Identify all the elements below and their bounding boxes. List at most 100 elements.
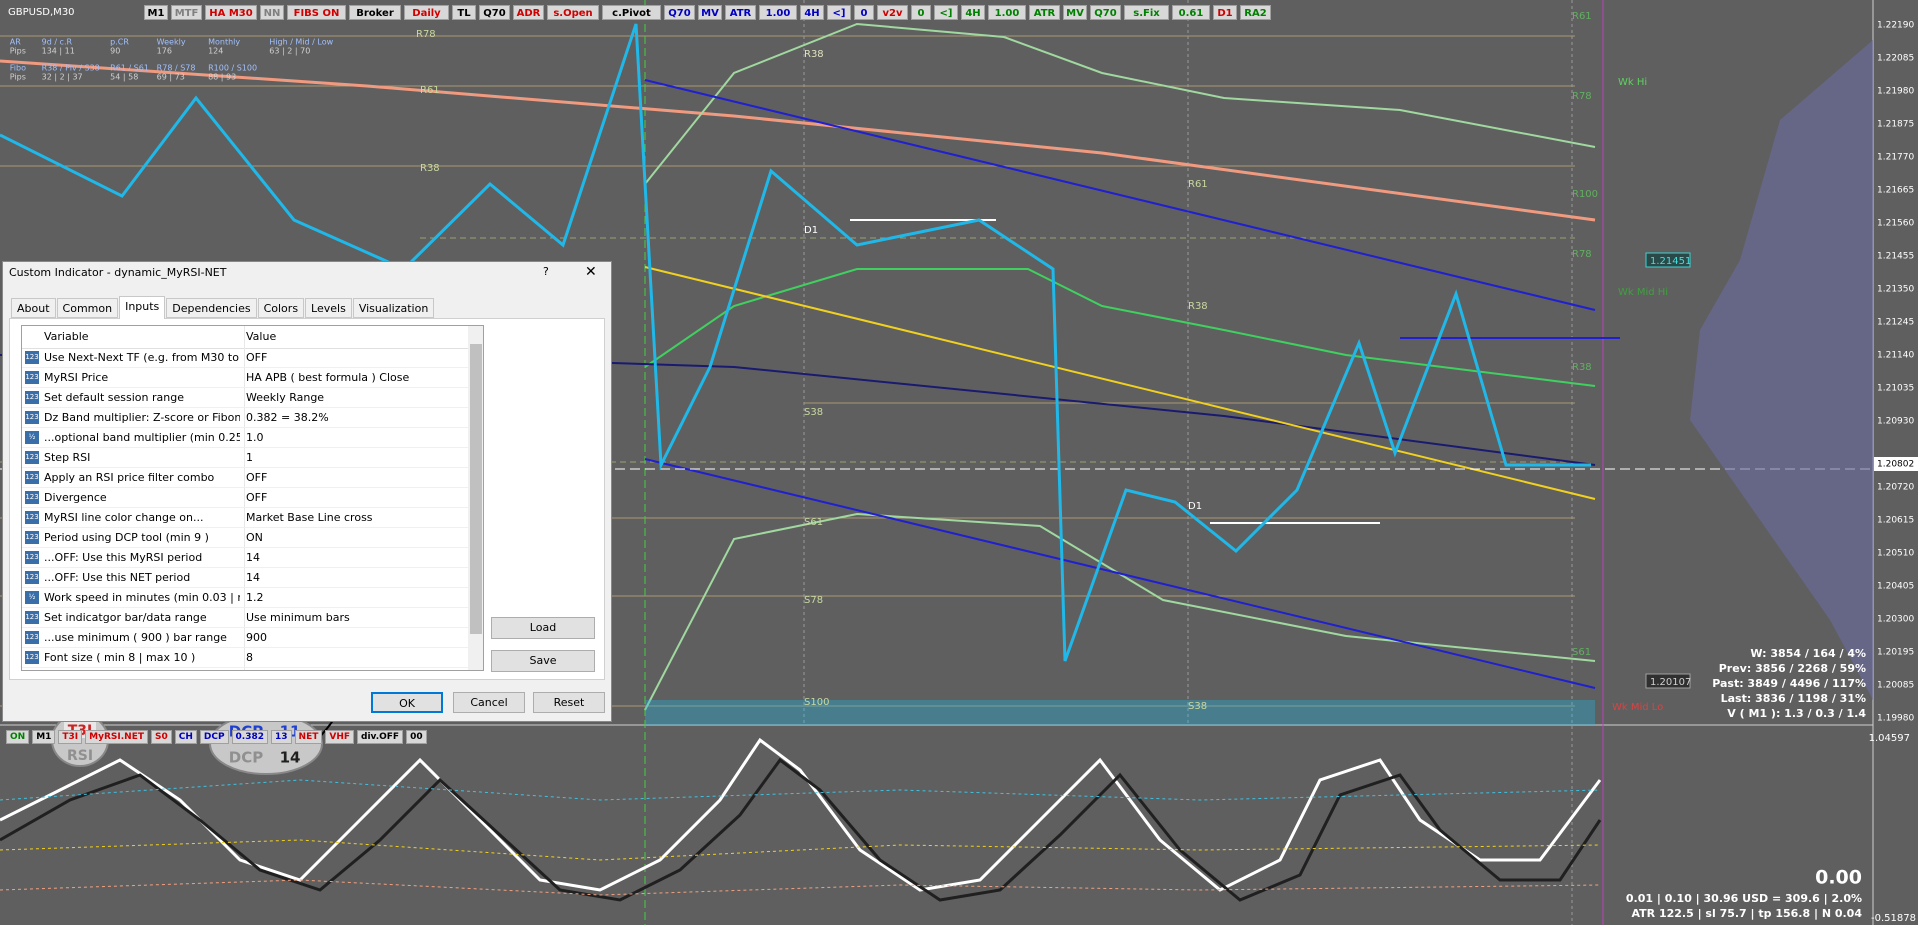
close-button[interactable]: ✕ bbox=[585, 264, 597, 280]
ok-button[interactable]: OK bbox=[371, 692, 443, 713]
toolbar-button[interactable]: RA2 bbox=[1240, 5, 1271, 20]
toolbar-button[interactable]: ATR bbox=[725, 5, 756, 20]
cancel-button[interactable]: Cancel bbox=[453, 692, 525, 713]
input-row[interactable]: 123 ...OFF: Use this NET period 14 bbox=[22, 568, 468, 588]
input-row[interactable]: 123 ...use minimum ( 900 ) bar range 900 bbox=[22, 628, 468, 648]
indicator-button[interactable]: 13 bbox=[271, 730, 292, 744]
toolbar-button[interactable]: 4H bbox=[961, 5, 985, 20]
price-label: 1.21770 bbox=[1877, 153, 1914, 163]
indicator-button[interactable]: ON bbox=[6, 730, 30, 744]
help-button[interactable]: ? bbox=[543, 265, 549, 278]
toolbar-button[interactable]: ADR bbox=[513, 5, 544, 20]
input-row[interactable]: 123 Dz Band multiplier: Z-score or Fibona… bbox=[22, 408, 468, 428]
info-text: High / Mid / Low bbox=[269, 38, 333, 47]
tab[interactable]: Inputs bbox=[119, 296, 166, 319]
level-label: S100 bbox=[804, 697, 829, 708]
level-label: S38 bbox=[804, 407, 823, 418]
toolbar-button[interactable]: TL bbox=[452, 5, 476, 20]
info-text: AR bbox=[10, 38, 21, 47]
tab[interactable]: Dependencies bbox=[166, 298, 257, 318]
indicator-button[interactable]: S0 bbox=[150, 730, 172, 744]
toolbar-button[interactable]: M1 bbox=[144, 5, 168, 20]
toolbar-button[interactable]: Broker bbox=[349, 5, 401, 20]
toolbar-button[interactable]: MTF bbox=[171, 5, 202, 20]
tab[interactable]: Common bbox=[56, 298, 119, 318]
column-header: Variable bbox=[44, 330, 89, 343]
level-label: R78 bbox=[1572, 249, 1592, 260]
info-text: R61 / S61 bbox=[110, 64, 149, 73]
info-text: Pips bbox=[10, 47, 26, 56]
input-row[interactable]: 123 Step RSI 1 bbox=[22, 448, 468, 468]
badge-text: DCP bbox=[229, 749, 263, 767]
toolbar-button[interactable]: c.Pivot bbox=[602, 5, 661, 20]
load-button[interactable]: Load bbox=[491, 617, 595, 639]
moving-average bbox=[0, 59, 1596, 222]
toolbar-button[interactable]: NN bbox=[260, 5, 284, 20]
toolbar-button[interactable]: Daily bbox=[404, 5, 449, 20]
input-row[interactable]: 123 Set indicatgor bar/data range Use mini… bbox=[22, 608, 468, 628]
indicator-button[interactable]: M1 bbox=[32, 730, 56, 744]
toolbar-button[interactable]: Q70 bbox=[479, 5, 510, 20]
input-row[interactable]: 123 ...OFF: Use this MyRSI period 14 bbox=[22, 548, 468, 568]
toolbar-button[interactable]: ATR bbox=[1029, 5, 1060, 20]
toolbar-button[interactable]: Q70 bbox=[1090, 5, 1121, 20]
input-row[interactable]: 123 MyRSI Price HA APB ( best formula ) Cl… bbox=[22, 368, 468, 388]
toolbar-button[interactable]: HA M30 bbox=[205, 5, 257, 20]
level-label: R100 bbox=[1572, 189, 1598, 200]
indicator-button[interactable]: MyRSI.NET bbox=[85, 730, 148, 744]
save-button[interactable]: Save bbox=[491, 650, 595, 672]
toolbar-button[interactable]: <] bbox=[827, 5, 851, 20]
toolbar-button[interactable]: FIBS ON bbox=[287, 5, 346, 20]
price-tag-text: 1.21451 bbox=[1650, 256, 1691, 267]
input-row[interactable]: 123 MyRSI line color change on... Market B… bbox=[22, 508, 468, 528]
scroll-thumb[interactable] bbox=[470, 344, 482, 634]
toolbar-button[interactable]: 1.00 bbox=[759, 5, 797, 20]
level-label: R78 bbox=[1572, 91, 1592, 102]
toolbar-button[interactable]: 0 bbox=[911, 5, 931, 20]
toolbar-button[interactable]: MV bbox=[698, 5, 722, 20]
toolbar-button[interactable]: s.Fix bbox=[1124, 5, 1169, 20]
indicator-value: 0.00 bbox=[1815, 867, 1862, 889]
toolbar-button[interactable]: 1.00 bbox=[988, 5, 1026, 20]
indicator-button[interactable]: VHF bbox=[325, 730, 355, 744]
moving-average bbox=[644, 268, 1596, 387]
tab[interactable]: Colors bbox=[257, 298, 305, 318]
price-label: 1.21665 bbox=[1877, 186, 1914, 196]
input-row[interactable]: 123 Font size ( min 8 | max 10 ) 8 bbox=[22, 648, 468, 668]
input-row[interactable]: 123 Divergence OFF bbox=[22, 488, 468, 508]
toolbar-button[interactable]: <] bbox=[934, 5, 958, 20]
toolbar-button[interactable]: Q70 bbox=[664, 5, 695, 20]
price-label: 1.20615 bbox=[1877, 516, 1914, 526]
toolbar-button[interactable]: 4H bbox=[800, 5, 824, 20]
input-row[interactable]: 123 Period using DCP tool (min 9 ) ON bbox=[22, 528, 468, 548]
level-label: S61 bbox=[1572, 647, 1591, 658]
price-label: 1.21980 bbox=[1877, 87, 1914, 97]
level-label: R61 bbox=[1188, 179, 1208, 190]
toolbar-button[interactable]: 0.61 bbox=[1172, 5, 1210, 20]
level-label: S78 bbox=[804, 595, 823, 606]
indicator-button[interactable]: NET bbox=[294, 730, 323, 744]
input-row[interactable]: 123 Apply an RSI price filter combo OFF bbox=[22, 468, 468, 488]
reset-button[interactable]: Reset bbox=[533, 692, 605, 713]
row-value: Market Base Line cross bbox=[246, 511, 373, 524]
input-row[interactable]: ½ Work speed in minutes (min 0.03 | m... 1… bbox=[22, 588, 468, 608]
indicator-button[interactable]: T3I bbox=[58, 730, 83, 744]
indicator-button[interactable]: CH bbox=[174, 730, 197, 744]
info-text: Pips bbox=[10, 73, 26, 82]
input-row[interactable]: 123 Use Next-Next TF (e.g. from M30 to ..… bbox=[22, 348, 468, 368]
info-text: 9d / c.R bbox=[42, 38, 73, 47]
tab[interactable]: Visualization bbox=[352, 298, 435, 318]
indicator-button[interactable]: DCP bbox=[199, 730, 229, 744]
input-row[interactable]: 123 Set default session range Weekly Range bbox=[22, 388, 468, 408]
toolbar-button[interactable]: MV bbox=[1063, 5, 1087, 20]
toolbar-button[interactable]: 0 bbox=[854, 5, 874, 20]
toolbar-button[interactable]: s.Open bbox=[547, 5, 599, 20]
tab[interactable]: Levels bbox=[305, 298, 352, 318]
indicator-button[interactable]: 00 bbox=[406, 730, 427, 744]
indicator-button[interactable]: 0.382 bbox=[231, 730, 269, 744]
toolbar-button[interactable]: v2v bbox=[877, 5, 908, 20]
tab[interactable]: About bbox=[11, 298, 56, 318]
indicator-button[interactable]: div.OFF bbox=[357, 730, 404, 744]
input-row[interactable]: ½ ...optional band multiplier (min 0.25 )… bbox=[22, 428, 468, 448]
toolbar-button[interactable]: D1 bbox=[1213, 5, 1237, 20]
